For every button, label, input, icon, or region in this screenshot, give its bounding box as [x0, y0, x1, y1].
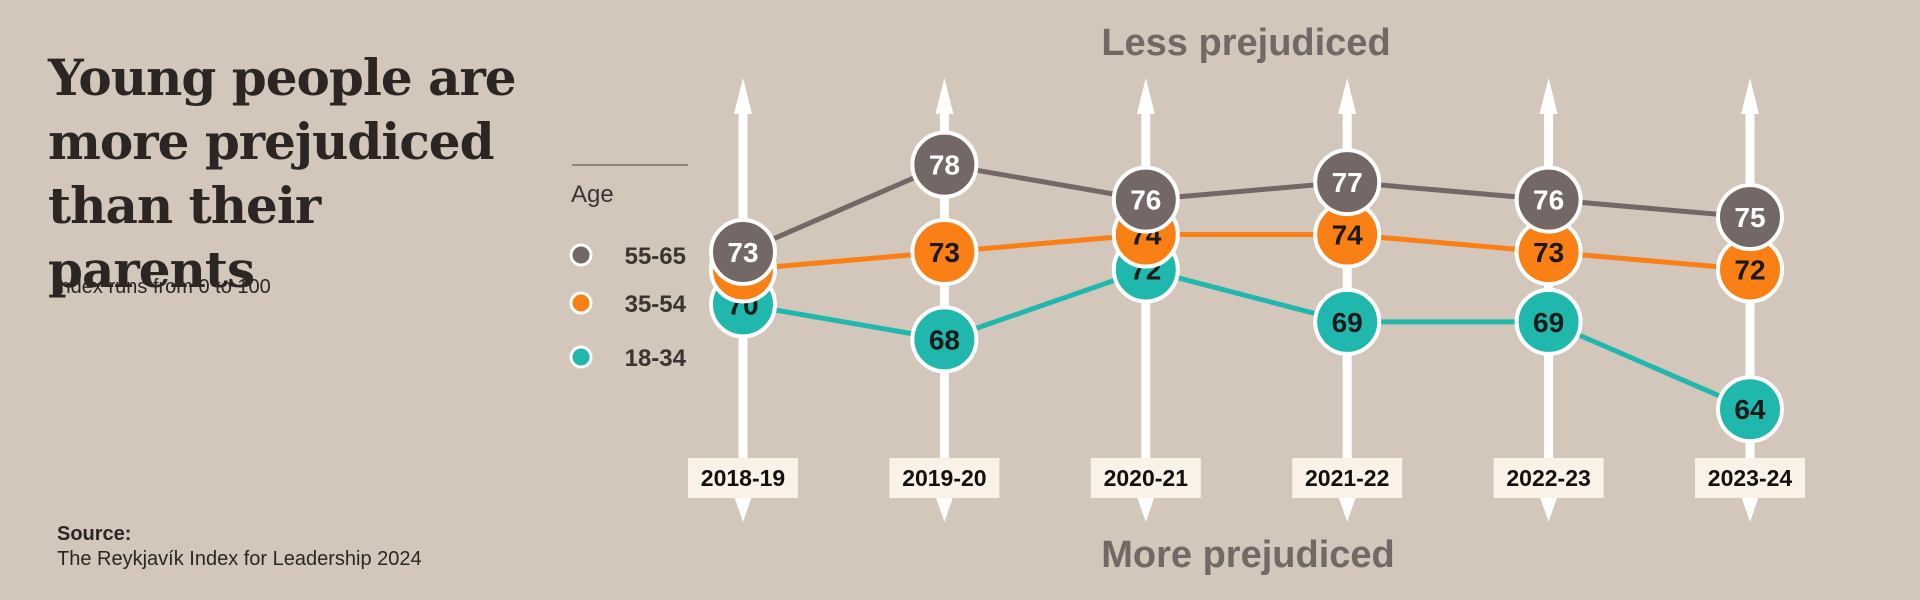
legend-label: 35-54: [625, 291, 687, 318]
category-label-box: [688, 458, 798, 498]
less-prejudiced-label: Less prejudiced: [1101, 22, 1390, 64]
data-point-marker: [1514, 287, 1583, 356]
data-point-marker: [1514, 165, 1583, 234]
data-point: 77: [1313, 148, 1382, 217]
data-point-marker: [1716, 183, 1784, 252]
axis-arrow-down-head: [1136, 496, 1155, 522]
lines-layer: [742, 162, 1751, 412]
data-label: 64: [1734, 394, 1766, 425]
chart-subtitle: Index runs from 0 to 100: [54, 276, 271, 298]
data-point-marker: [709, 218, 777, 286]
data-label: 69: [1332, 307, 1363, 338]
data-label: 76: [1533, 185, 1564, 216]
axes-layer: [734, 78, 1759, 522]
category-label: 2021-22: [1305, 465, 1389, 491]
chart-title: Young people are more prejudiced than th…: [48, 48, 517, 299]
data-point: 64: [1716, 375, 1784, 444]
axis-arrow-up-head: [1741, 78, 1759, 114]
data-point: 73: [1514, 218, 1583, 286]
data-point: 69: [1313, 287, 1382, 356]
data-label: 73: [1533, 237, 1564, 268]
category-label: 2018-19: [701, 465, 785, 491]
source-note: Source: The Reykjavík Index for Leadersh…: [57, 522, 422, 572]
data-label: 72: [1734, 254, 1765, 285]
axis-arrow-up-head: [1539, 78, 1558, 114]
data-label: 78: [929, 150, 960, 181]
category-label: 2023-24: [1708, 465, 1793, 491]
legend-label: 55-65: [625, 243, 686, 270]
data-label: 69: [1533, 307, 1564, 338]
data-point-marker: [1111, 165, 1180, 234]
points-layer: 706872696964727374747372737876777675: [709, 130, 1784, 444]
series-line-35-54: [742, 232, 1751, 272]
category-labels-layer: 2018-19 2019-20 2020-21 2021-22 2022-23 2023-…: [688, 458, 1805, 498]
data-label: 75: [1734, 202, 1765, 233]
more-prejudiced-label: More prejudiced: [1101, 534, 1395, 576]
axis-arrow-up-head: [734, 78, 752, 114]
data-point: 74: [1313, 200, 1382, 269]
data-label: 77: [1332, 167, 1363, 198]
data-point-marker: [910, 218, 979, 286]
data-point: 72: [1716, 235, 1784, 304]
legend-marker: [569, 243, 593, 267]
data-label: 76: [1130, 185, 1161, 216]
axis-arrow-down-head: [935, 496, 954, 522]
data-label: 73: [727, 237, 758, 268]
source-label: Source:: [57, 523, 132, 545]
data-point: 78: [910, 130, 979, 199]
data-point: 73: [709, 218, 777, 286]
data-point: 68: [910, 305, 979, 374]
data-point: 69: [1514, 287, 1583, 356]
legend-marker: [569, 291, 593, 315]
data-label: 73: [929, 237, 960, 268]
category-label-box: [1695, 458, 1805, 498]
data-point-marker: [910, 130, 979, 199]
axis-arrow-down-head: [734, 496, 752, 522]
data-label: 74: [1332, 220, 1364, 251]
category-label: 2020-21: [1104, 465, 1189, 491]
category-label-box: [1090, 458, 1201, 498]
legend-marker: [569, 345, 593, 369]
legend-label: 18-34: [625, 345, 687, 372]
axis-arrow-up-head: [1136, 78, 1155, 114]
source-text: The Reykjavík Index for Leadership 2024: [57, 548, 422, 570]
series-line-18-34: [742, 266, 1751, 412]
category-label-box: [1493, 458, 1604, 498]
axis-arrow-down-head: [1741, 496, 1759, 522]
data-label: 68: [929, 324, 960, 355]
series-line-55-65: [742, 162, 1751, 255]
data-point-marker: [910, 305, 979, 374]
axis-arrow-up-head: [935, 78, 954, 114]
data-point: 73: [910, 218, 979, 286]
data-point-marker: [1313, 287, 1382, 356]
data-point-marker: [1716, 375, 1784, 444]
axis-arrow-down-head: [1539, 496, 1558, 522]
axis-arrow-down-head: [1338, 496, 1357, 522]
legend: Age 55-65 35-54 18-34: [569, 164, 688, 372]
data-point: 75: [1716, 183, 1784, 252]
category-label-box: [1292, 458, 1403, 498]
data-point-marker: [1313, 148, 1382, 217]
category-label: 2019-20: [902, 465, 986, 491]
category-label: 2022-23: [1506, 465, 1590, 491]
category-label-box: [889, 458, 1000, 498]
data-point: 76: [1514, 165, 1583, 234]
data-point: 76: [1111, 165, 1180, 234]
axis-arrow-up-head: [1338, 78, 1357, 114]
legend-title: Age: [571, 181, 614, 208]
